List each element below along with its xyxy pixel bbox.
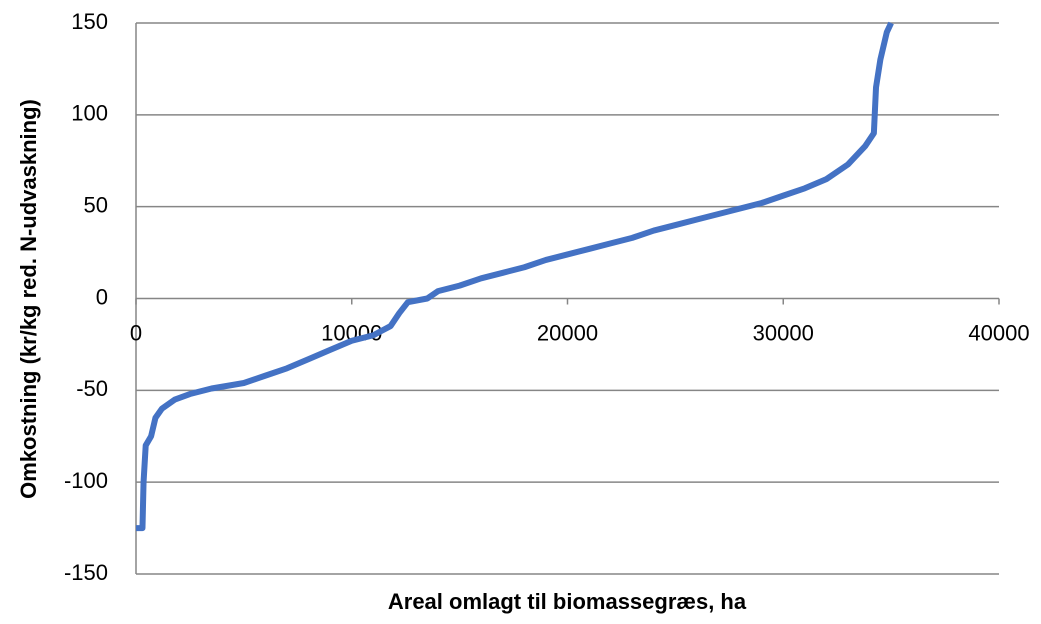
y-tick-label: 150 xyxy=(71,9,108,34)
x-axis-label: Areal omlagt til biomassegræs, ha xyxy=(388,589,747,614)
data-line xyxy=(136,21,894,532)
y-tick-label: -100 xyxy=(64,468,108,493)
y-tick-label: 50 xyxy=(84,192,108,217)
y-tick-label: 0 xyxy=(96,284,108,309)
x-tick-label: 0 xyxy=(130,320,142,345)
y-tick-label: -150 xyxy=(64,560,108,585)
x-tick-label: 30000 xyxy=(753,320,814,345)
y-axis-label: Omkostning (kr/kg red. N-udvaskning) xyxy=(16,99,41,499)
y-tick-label: -50 xyxy=(76,376,108,401)
y-tick-label: 100 xyxy=(71,101,108,126)
x-tick-label: 40000 xyxy=(968,320,1029,345)
x-tick-label: 20000 xyxy=(537,320,598,345)
